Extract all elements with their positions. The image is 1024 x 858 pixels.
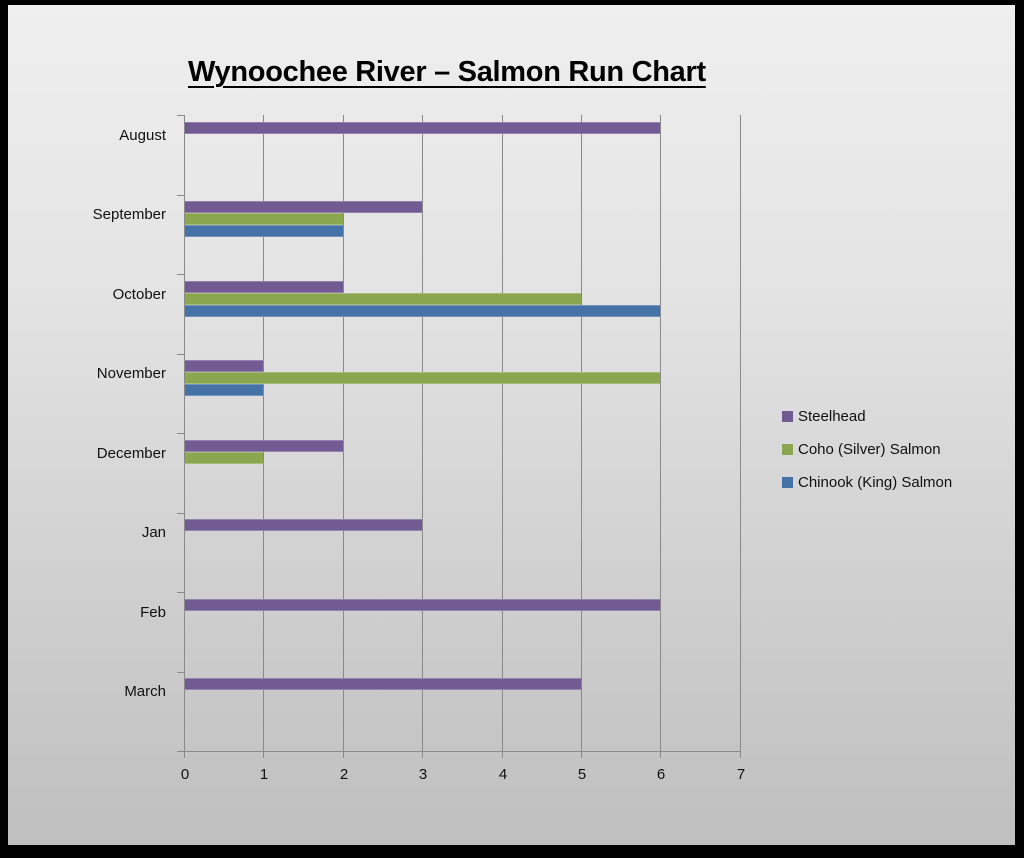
x-tick-label: 3 [418,766,428,783]
x-tick [184,751,185,758]
bar-steelhead [185,678,581,690]
category-label: March [124,683,166,701]
x-axis-line [177,751,741,752]
y-tick [177,672,184,673]
y-tick [177,592,184,593]
bar-chinook-king-salmon [185,384,263,396]
y-tick [177,433,184,434]
bar-coho-silver-salmon [185,213,343,225]
legend-swatch-icon [782,444,793,455]
category-label: December [96,444,166,462]
x-tick-label: 1 [259,766,269,783]
x-tick-label: 2 [339,766,349,783]
x-tick [660,751,661,758]
chart-panel [8,5,1015,845]
x-tick [263,751,264,758]
legend-label: Steelhead [798,408,866,425]
y-tick [177,274,184,275]
gridline [263,115,264,751]
x-tick [422,751,423,758]
legend-swatch-icon [782,477,793,488]
y-tick [177,751,184,752]
gridline [581,115,582,751]
gridline [422,115,423,751]
bar-steelhead [185,599,660,611]
gridline [502,115,503,751]
gridline [660,115,661,751]
legend-label: Chinook (King) Salmon [798,474,953,491]
category-label: Jan [141,524,166,542]
gridline [343,115,344,751]
bar-chinook-king-salmon [185,225,343,237]
y-axis-line [184,115,185,751]
bar-coho-silver-salmon [185,293,581,305]
x-tick-label: 6 [656,766,666,783]
bar-chinook-king-salmon [185,305,660,317]
x-tick-label: 0 [180,766,190,783]
x-tick [581,751,582,758]
gridline [740,115,741,751]
chart-title: Wynoochee River – Salmon Run Chart [188,56,706,88]
legend-item: Coho (Silver) Salmon [782,433,952,466]
bar-steelhead [185,201,422,213]
x-tick [502,751,503,758]
category-label: October [112,285,166,303]
x-tick-label: 5 [577,766,587,783]
category-label: Feb [140,603,166,621]
bar-coho-silver-salmon [185,372,660,384]
category-label: November [96,365,166,383]
category-label: August [119,126,166,144]
bar-coho-silver-salmon [185,452,263,464]
bar-steelhead [185,440,343,452]
y-tick [177,195,184,196]
bar-steelhead [185,360,263,372]
x-tick-label: 4 [498,766,508,783]
legend-swatch-icon [782,411,793,422]
x-tick [343,751,344,758]
x-tick-label: 7 [736,766,746,783]
bar-steelhead [185,281,343,293]
legend-label: Coho (Silver) Salmon [798,441,941,458]
legend-item: Chinook (King) Salmon [782,466,952,499]
y-tick [177,115,184,116]
x-tick [740,751,741,758]
y-tick [177,513,184,514]
bar-steelhead [185,519,422,531]
bar-steelhead [185,122,660,134]
legend-item: Steelhead [782,400,952,433]
category-label: September [92,206,166,224]
y-tick [177,354,184,355]
legend: Steelhead Coho (Silver) Salmon Chinook (Ki… [782,400,952,499]
